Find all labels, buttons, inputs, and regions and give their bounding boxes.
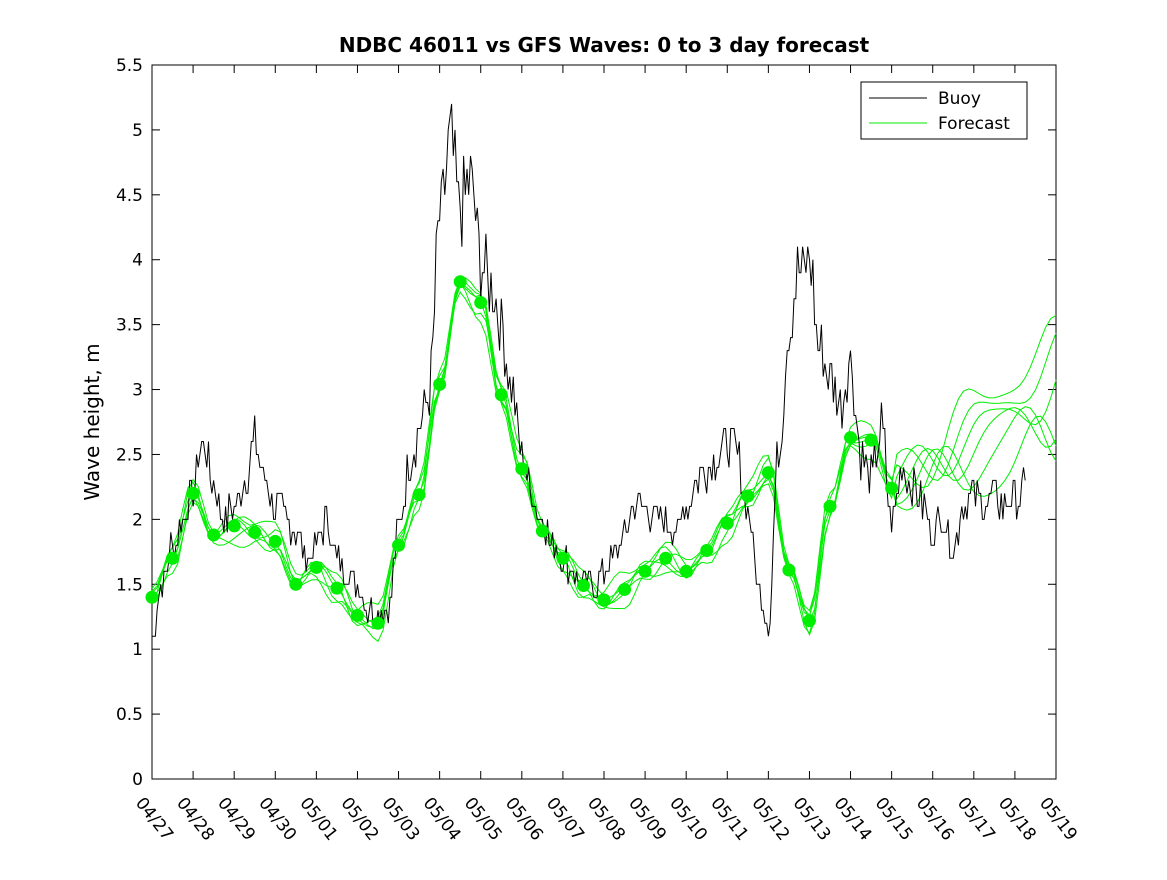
y-tick-label: 2	[132, 510, 143, 530]
y-tick-label: 3	[132, 381, 143, 401]
forecast-marker	[289, 577, 303, 591]
forecast-marker	[494, 388, 508, 402]
forecast-marker	[700, 544, 714, 558]
y-tick-label: 4	[132, 251, 143, 271]
forecast-marker	[844, 431, 858, 445]
forecast-markers	[145, 275, 899, 630]
y-tick-label: 1	[132, 640, 143, 660]
forecast-marker	[618, 582, 632, 596]
forecast-marker	[227, 519, 241, 533]
forecast-marker	[474, 296, 488, 310]
forecast-marker	[802, 614, 816, 628]
forecast-run-line	[151, 277, 1057, 617]
forecast-marker	[597, 593, 611, 607]
legend-buoy-label: Buoy	[938, 89, 981, 109]
forecast-marker	[761, 466, 775, 480]
forecast-marker	[412, 488, 426, 502]
forecast-marker	[268, 534, 282, 548]
legend-forecast-label: Forecast	[938, 114, 1010, 134]
forecast-marker	[309, 560, 323, 574]
forecast-marker	[145, 590, 159, 604]
buoy-series-line	[152, 103, 1026, 637]
forecast-marker	[166, 551, 180, 565]
y-tick-label: 2.5	[116, 445, 143, 465]
forecast-marker	[885, 481, 899, 495]
legend-box	[860, 81, 1028, 140]
y-tick-label: 1.5	[116, 575, 143, 595]
chart-title: NDBC 46011 vs GFS Waves: 0 to 3 day fore…	[339, 33, 870, 57]
forecast-marker	[515, 462, 529, 476]
forecast-marker	[556, 551, 570, 565]
forecast-marker	[576, 579, 590, 593]
forecast-marker	[392, 538, 406, 552]
y-tick-label: 5	[132, 121, 143, 141]
buoy-line	[152, 103, 1026, 637]
forecast-marker	[679, 564, 693, 578]
forecast-marker	[248, 525, 262, 539]
forecast-marker	[741, 489, 755, 503]
y-tick-label: 4.5	[116, 186, 143, 206]
forecast-marker	[535, 524, 549, 538]
forecast-marker	[371, 616, 385, 630]
y-tick-label: 3.5	[116, 316, 143, 336]
y-tick-label: 5.5	[116, 56, 143, 76]
forecast-marker	[433, 377, 447, 391]
y-tick-label: 0	[132, 770, 143, 790]
forecast-marker	[864, 433, 878, 447]
forecast-marker	[782, 563, 796, 577]
legend: Buoy Forecast	[860, 81, 1028, 140]
forecast-run-line	[151, 285, 1057, 627]
forecast-marker	[720, 516, 734, 530]
y-axis-label: Wave height, m	[80, 343, 104, 500]
plot-area	[151, 64, 1057, 780]
forecast-marker	[638, 564, 652, 578]
forecast-marker	[659, 551, 673, 565]
forecast-run-line	[151, 281, 1057, 643]
forecast-marker	[330, 581, 344, 595]
forecast-marker	[350, 608, 364, 622]
forecast-marker	[207, 528, 221, 542]
y-tick-label: 0.5	[116, 705, 143, 725]
forecast-marker	[453, 275, 467, 289]
forecast-marker	[186, 486, 200, 500]
forecast-marker	[823, 499, 837, 513]
